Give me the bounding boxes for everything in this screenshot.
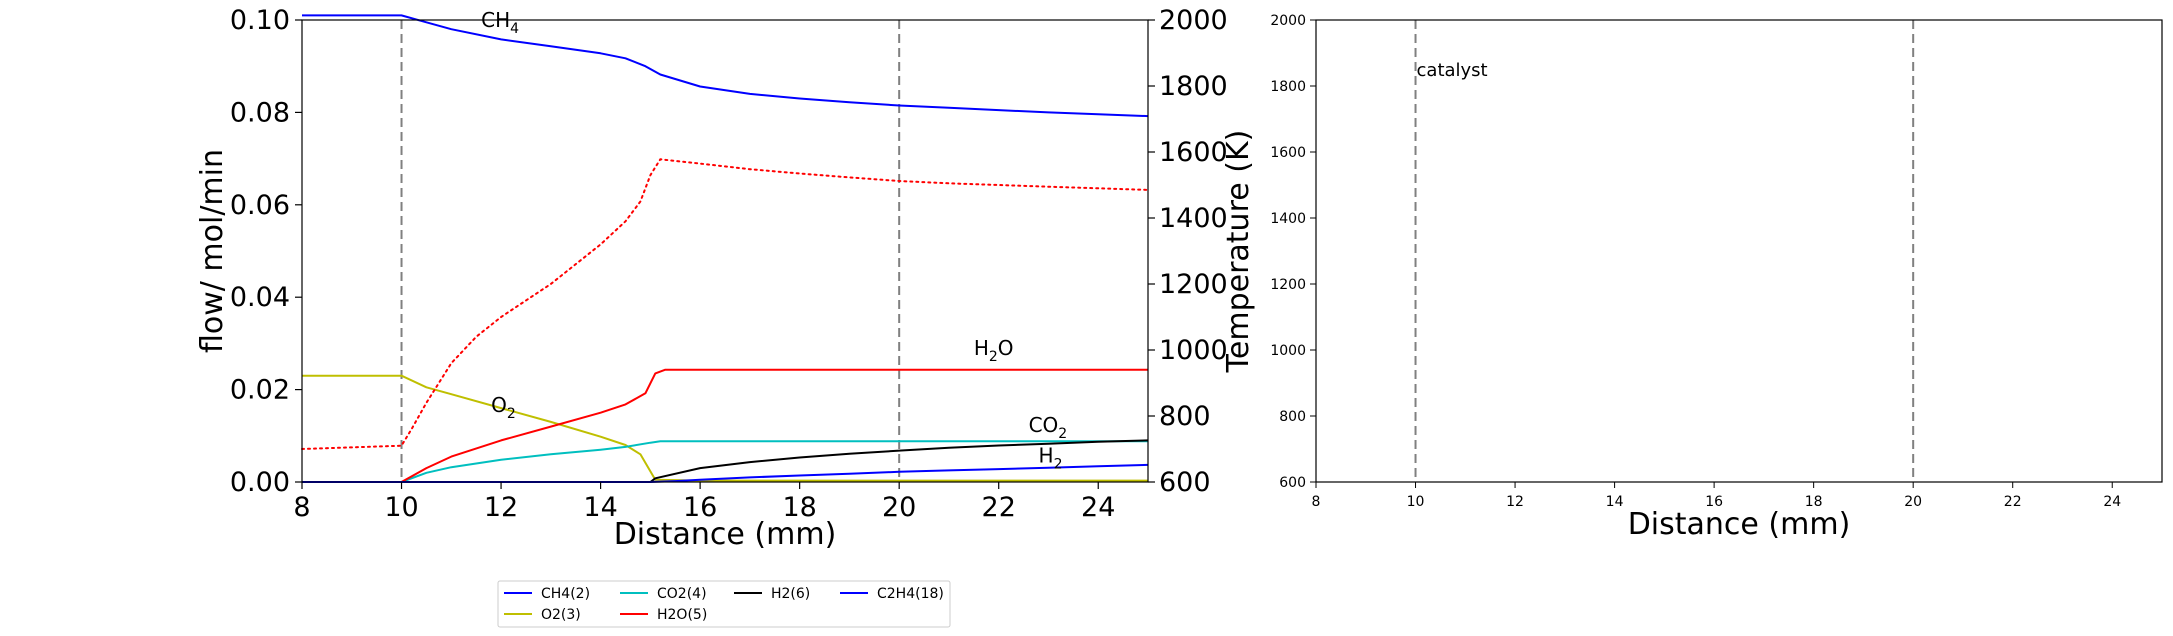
- right-x-tick-label: 10: [1407, 494, 1425, 510]
- series-line-h2-6-: [302, 439, 1149, 483]
- annotation-subscript: 4: [510, 21, 519, 37]
- left-x-tick-label: 10: [384, 492, 418, 523]
- right-plot-frame: [1315, 19, 2163, 483]
- left-series-lines: [301, 14, 1149, 483]
- left-chart: 8 10 12 14 16 18 20 22 24 0.000.020.040.060.080.…: [195, 5, 1256, 552]
- left-y2-tick-label: 2000: [1159, 5, 1228, 36]
- left-y2-tick-label: 1800: [1159, 71, 1228, 102]
- right-x-tick-label: 18: [1805, 494, 1823, 510]
- series-line-ch4-2-: [302, 14, 1149, 118]
- left-y-axis-label: flow/ mol/min: [195, 149, 230, 353]
- annotation-subscript: 2: [1058, 426, 1067, 442]
- annotation-base: O: [491, 393, 507, 417]
- left-y-tick-label: 0.06: [230, 190, 290, 221]
- right-x-tick-label: 14: [1606, 494, 1624, 510]
- legend-label: H2O(5): [657, 607, 707, 623]
- legend-label: CH4(2): [541, 586, 590, 602]
- right-x-tick-label: 12: [1506, 494, 1524, 510]
- left-y-tick-label: 0.02: [230, 375, 290, 406]
- right-y-tick-label: 600: [1279, 475, 1306, 491]
- annotation-base: H: [1039, 444, 1054, 468]
- left-x-tick-label: 20: [882, 492, 916, 523]
- legend-label: H2(6): [771, 586, 810, 602]
- left-y-tick-label: 0.10: [230, 5, 290, 36]
- legend-entries: CH4(2) CO2(4) H2(6) C2H4(18) O2(3) H2O(5): [504, 586, 944, 623]
- legend-entry: C2H4(18): [840, 586, 944, 602]
- right-x-tick-label: 24: [2103, 494, 2121, 510]
- left-x-tick-label: 8: [293, 492, 310, 523]
- right-y-tick-label: 1600: [1270, 145, 1306, 161]
- right-catalyst-boundaries: [1414, 20, 1915, 482]
- legend-entry: CO2(4): [620, 586, 707, 602]
- left-y2-tick-label: 1200: [1159, 269, 1228, 300]
- legend-box: [497, 580, 951, 628]
- right-y-tick-label: 1200: [1270, 277, 1306, 293]
- legend: CH4(2) CO2(4) H2(6) C2H4(18) O2(3) H2O(5): [497, 580, 951, 628]
- right-x-tick-label: 20: [1904, 494, 1922, 510]
- left-x-axis-label: Distance (mm): [614, 517, 837, 552]
- right-y-tick-label: 2000: [1270, 13, 1306, 29]
- left-x-tick-label: 12: [484, 492, 518, 523]
- right-y-tick-label: 1400: [1270, 211, 1306, 227]
- right-y-tick-label: 1800: [1270, 79, 1306, 95]
- left-y2-tick-label: 800: [1159, 401, 1211, 432]
- series-line-co2-4-: [302, 440, 1148, 483]
- annotation-subscript: 2: [507, 406, 516, 422]
- legend-entry: H2O(5): [620, 607, 707, 623]
- series-annotation: O2: [491, 393, 516, 422]
- left-x-ticks: 8 10 12 14 16 18 20 22 24: [293, 482, 1115, 523]
- annotation-base: H: [974, 336, 989, 360]
- left-x-tick-label: 18: [782, 492, 816, 523]
- annotation-base: CH: [481, 8, 510, 32]
- legend-entry: CH4(2): [504, 586, 590, 602]
- series-annotation: CH4: [481, 8, 519, 37]
- left-x-tick-label: 24: [1081, 492, 1115, 523]
- annotation-subscript: 2: [1054, 457, 1063, 473]
- right-x-ticks: 8 10 12 14 16 18 20 22 24: [1312, 482, 2121, 510]
- catalyst-label: catalyst: [1417, 60, 1488, 81]
- legend-entry: H2(6): [734, 586, 810, 602]
- left-y2-tick-label: 1600: [1159, 137, 1228, 168]
- left-plot-frame: [301, 19, 1149, 483]
- left-y-tick-label: 0.00: [230, 467, 290, 498]
- annotation-tail: O: [998, 336, 1014, 360]
- right-x-axis-label: Distance (mm): [1628, 507, 1851, 542]
- series-line-o2-3-: [302, 374, 1148, 482]
- series-line-temperature: [301, 158, 1149, 450]
- left-y2-ticks: 600 800 1000 1200 1400 1600 1800 2000: [1148, 5, 1228, 498]
- right-x-tick-label: 8: [1312, 494, 1321, 510]
- series-annotation: H2: [1039, 444, 1063, 473]
- left-x-tick-label: 22: [982, 492, 1016, 523]
- annotation-base: CO: [1029, 413, 1059, 437]
- series-annotation: H2O: [974, 336, 1014, 365]
- left-y-tick-label: 0.04: [230, 282, 290, 313]
- legend-entry: O2(3): [504, 607, 581, 623]
- left-y2-tick-label: 1400: [1159, 203, 1228, 234]
- right-y-tick-label: 1000: [1270, 343, 1306, 359]
- left-y2-tick-label: 600: [1159, 467, 1211, 498]
- right-y-tick-label: 800: [1279, 409, 1306, 425]
- legend-label: C2H4(18): [877, 586, 944, 602]
- right-y-ticks: 600 800 1000 1200 1400 1600 1800 2000: [1270, 13, 1316, 491]
- right-chart: 8 10 12 14 16 18 20 22 24 600 800 1000 1200 1400 1600…: [1270, 13, 2163, 542]
- right-x-tick-label: 16: [1705, 494, 1723, 510]
- left-x-tick-label: 16: [683, 492, 717, 523]
- left-y2-tick-label: 1000: [1159, 335, 1228, 366]
- left-x-tick-label: 14: [583, 492, 617, 523]
- legend-label: CO2(4): [657, 586, 707, 602]
- legend-label: O2(3): [541, 607, 581, 623]
- right-x-tick-label: 22: [2004, 494, 2022, 510]
- annotation-subscript: 2: [989, 349, 998, 365]
- left-y-tick-label: 0.08: [230, 97, 290, 128]
- series-annotation: CO2: [1029, 413, 1068, 442]
- series-line-c2h4-18-: [302, 463, 1149, 483]
- left-catalyst-boundaries: [400, 20, 901, 482]
- series-line-h2o-5-: [302, 368, 1148, 483]
- left-y2-axis-label: Temperature (K): [1221, 130, 1256, 374]
- left-y-ticks: 0.00 0.02 0.04 0.06 0.08 0.10: [230, 5, 302, 498]
